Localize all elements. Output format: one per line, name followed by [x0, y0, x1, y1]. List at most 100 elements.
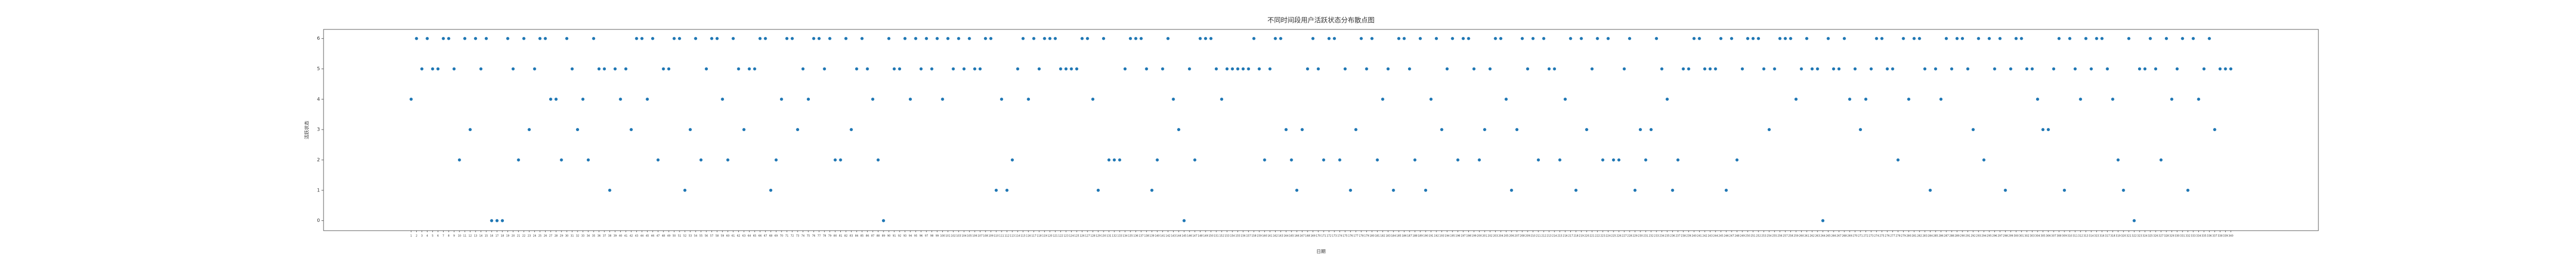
point	[1413, 158, 1417, 162]
x-tick-label: 36	[597, 235, 600, 238]
point	[619, 98, 622, 101]
x-tick-label: 11	[463, 235, 466, 238]
x-tick-label: 318	[2110, 235, 2115, 238]
point	[839, 158, 842, 162]
x-tick-label: 220	[1584, 235, 1589, 238]
point	[581, 98, 585, 101]
point	[1494, 37, 1497, 40]
x-tick-label: 274	[1874, 235, 1879, 238]
x-tick-label: 52	[683, 235, 686, 238]
point	[1526, 67, 1530, 71]
point	[1172, 98, 1175, 101]
point	[1402, 37, 1406, 40]
point	[2175, 67, 2179, 71]
point	[882, 219, 885, 222]
point	[748, 67, 751, 71]
point	[2046, 128, 2050, 132]
point	[1671, 188, 1674, 192]
x-tick-label: 41	[624, 235, 628, 238]
point	[2192, 37, 2195, 40]
point	[866, 67, 869, 71]
x-tick-label: 323	[2137, 235, 2142, 238]
x-tick-label: 91	[893, 235, 896, 238]
point	[1617, 158, 1621, 162]
x-tick-label: 259	[1793, 235, 1799, 238]
point	[2100, 37, 2104, 40]
point	[925, 37, 928, 40]
x-tick-label: 10	[458, 235, 461, 238]
point	[1349, 188, 1352, 192]
x-tick-label: 257	[1783, 235, 1788, 238]
y-tick-label: 0	[317, 218, 320, 223]
point	[1676, 158, 1680, 162]
x-tick-label: 17	[496, 235, 499, 238]
x-tick-label: 281	[1912, 235, 1917, 238]
point	[592, 37, 596, 40]
point	[2148, 37, 2152, 40]
x-tick-label: 72	[791, 235, 794, 238]
point	[753, 67, 756, 71]
x-tick-label: 210	[1531, 235, 1536, 238]
y-tick-label: 6	[317, 36, 320, 41]
x-tick-label: 229	[1633, 235, 1638, 238]
point	[1939, 98, 1943, 101]
point	[1440, 128, 1444, 132]
x-tick-label: 294	[1981, 235, 1987, 238]
x-tick-label: 328	[2164, 235, 2169, 238]
point	[968, 37, 971, 40]
point	[2159, 158, 2163, 162]
x-tick-label: 238	[1681, 235, 1686, 238]
point	[1569, 37, 1572, 40]
point	[2229, 67, 2232, 71]
point	[603, 67, 606, 71]
point	[801, 67, 805, 71]
x-tick-label: 194	[1445, 235, 1450, 238]
point	[1000, 98, 1004, 101]
x-tick-label: 188	[1413, 235, 1418, 238]
x-tick-label: 299	[2008, 235, 2013, 238]
x-tick-label: 75	[807, 235, 810, 238]
point	[1424, 188, 1428, 192]
point	[1274, 37, 1277, 40]
point	[1499, 37, 1503, 40]
x-tick-label: 189	[1418, 235, 1423, 238]
point	[919, 67, 923, 71]
point	[1633, 188, 1637, 192]
point	[1832, 67, 1836, 71]
x-tick-label: 8	[448, 235, 449, 238]
point	[1800, 67, 1803, 71]
x-tick-label: 308	[2057, 235, 2062, 238]
point	[1612, 158, 1615, 162]
x-tick-label: 266	[1831, 235, 1836, 238]
x-tick-label: 21	[517, 235, 520, 238]
point	[1429, 98, 1433, 101]
point	[828, 37, 832, 40]
x-tick-label: 332	[2185, 235, 2191, 238]
point	[2106, 67, 2109, 71]
point	[941, 98, 944, 101]
point	[1746, 37, 1750, 40]
point	[1435, 37, 1438, 40]
x-tick-label: 138	[1144, 235, 1149, 238]
point	[2224, 67, 2227, 71]
point	[1955, 37, 1959, 40]
point	[1376, 158, 1379, 162]
x-tick-label: 115	[1021, 235, 1026, 238]
x-tick-label: 99	[936, 235, 939, 238]
x-tick-label: 265	[1826, 235, 1831, 238]
point	[630, 128, 633, 132]
x-tick-label: 147	[1192, 235, 1197, 238]
point	[677, 37, 681, 40]
point	[431, 67, 434, 71]
x-tick-label: 145	[1182, 235, 1187, 238]
x-tick-label: 304	[2035, 235, 2040, 238]
point	[1531, 37, 1535, 40]
x-tick-label: 54	[694, 235, 697, 238]
point	[1536, 158, 1540, 162]
x-tick-label: 205	[1504, 235, 1509, 238]
x-tick-label: 321	[2126, 235, 2131, 238]
x-tick-label: 218	[1573, 235, 1579, 238]
point	[1241, 67, 1245, 71]
x-tick-label: 53	[689, 235, 692, 238]
point	[474, 37, 478, 40]
